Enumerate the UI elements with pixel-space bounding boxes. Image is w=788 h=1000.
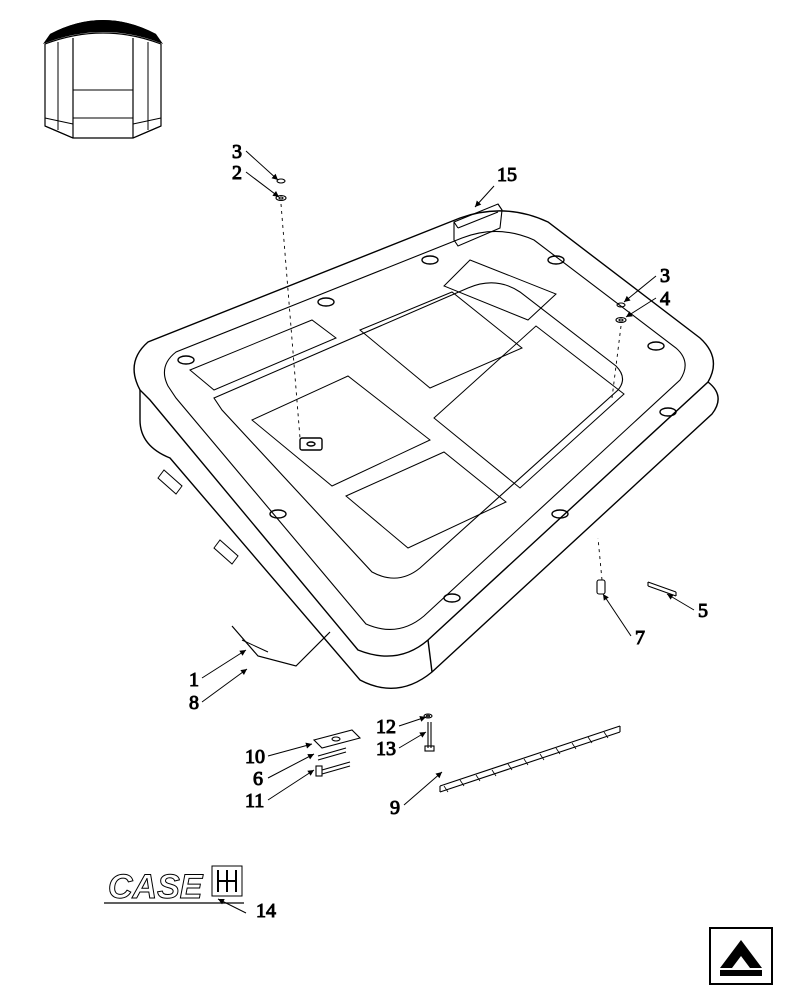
callout-number-10: 10 — [245, 746, 265, 768]
callout-number-6: 6 — [253, 768, 263, 790]
callout-leader-10 — [268, 744, 312, 756]
roof-panel — [134, 204, 718, 688]
parts-diagram: 1233456789101112131415 CASE — [0, 0, 788, 1000]
callout-number-15: 15 — [497, 164, 517, 186]
part-plate-10 — [314, 730, 360, 748]
callout-number-13: 13 — [376, 738, 396, 760]
callout-leader-9 — [404, 772, 442, 805]
part-pin-5 — [648, 582, 676, 596]
callout-leader-7 — [603, 594, 631, 636]
part-bolt-6 — [318, 748, 346, 760]
part-washer-4 — [616, 318, 626, 323]
callout-number-11: 11 — [245, 790, 264, 812]
part-bolt-11 — [316, 762, 350, 776]
callout-number-8: 8 — [189, 692, 199, 714]
callout-number-1: 1 — [189, 669, 199, 691]
callout-leader-3 — [624, 276, 656, 302]
callouts: 1233456789101112131415 — [189, 141, 708, 922]
locator-thumbnail — [35, 12, 171, 138]
callout-leader-1 — [202, 650, 246, 678]
callout-number-14: 14 — [256, 900, 276, 922]
callout-number-3: 3 — [232, 141, 242, 163]
callout-number-4: 4 — [660, 288, 670, 310]
part-strip-9 — [440, 726, 620, 792]
callout-number-2: 2 — [232, 162, 242, 184]
brand-text: CASE — [108, 868, 204, 906]
part-clip-7 — [597, 580, 605, 594]
callout-number-7: 7 — [635, 627, 645, 649]
callout-number-3: 3 — [660, 265, 670, 287]
page-nav-icon[interactable] — [710, 928, 772, 984]
part-bolt-13 — [425, 722, 434, 751]
callout-number-5: 5 — [698, 600, 708, 622]
callout-number-12: 12 — [376, 716, 396, 738]
callout-number-9: 9 — [390, 797, 400, 819]
hardware — [276, 179, 676, 792]
